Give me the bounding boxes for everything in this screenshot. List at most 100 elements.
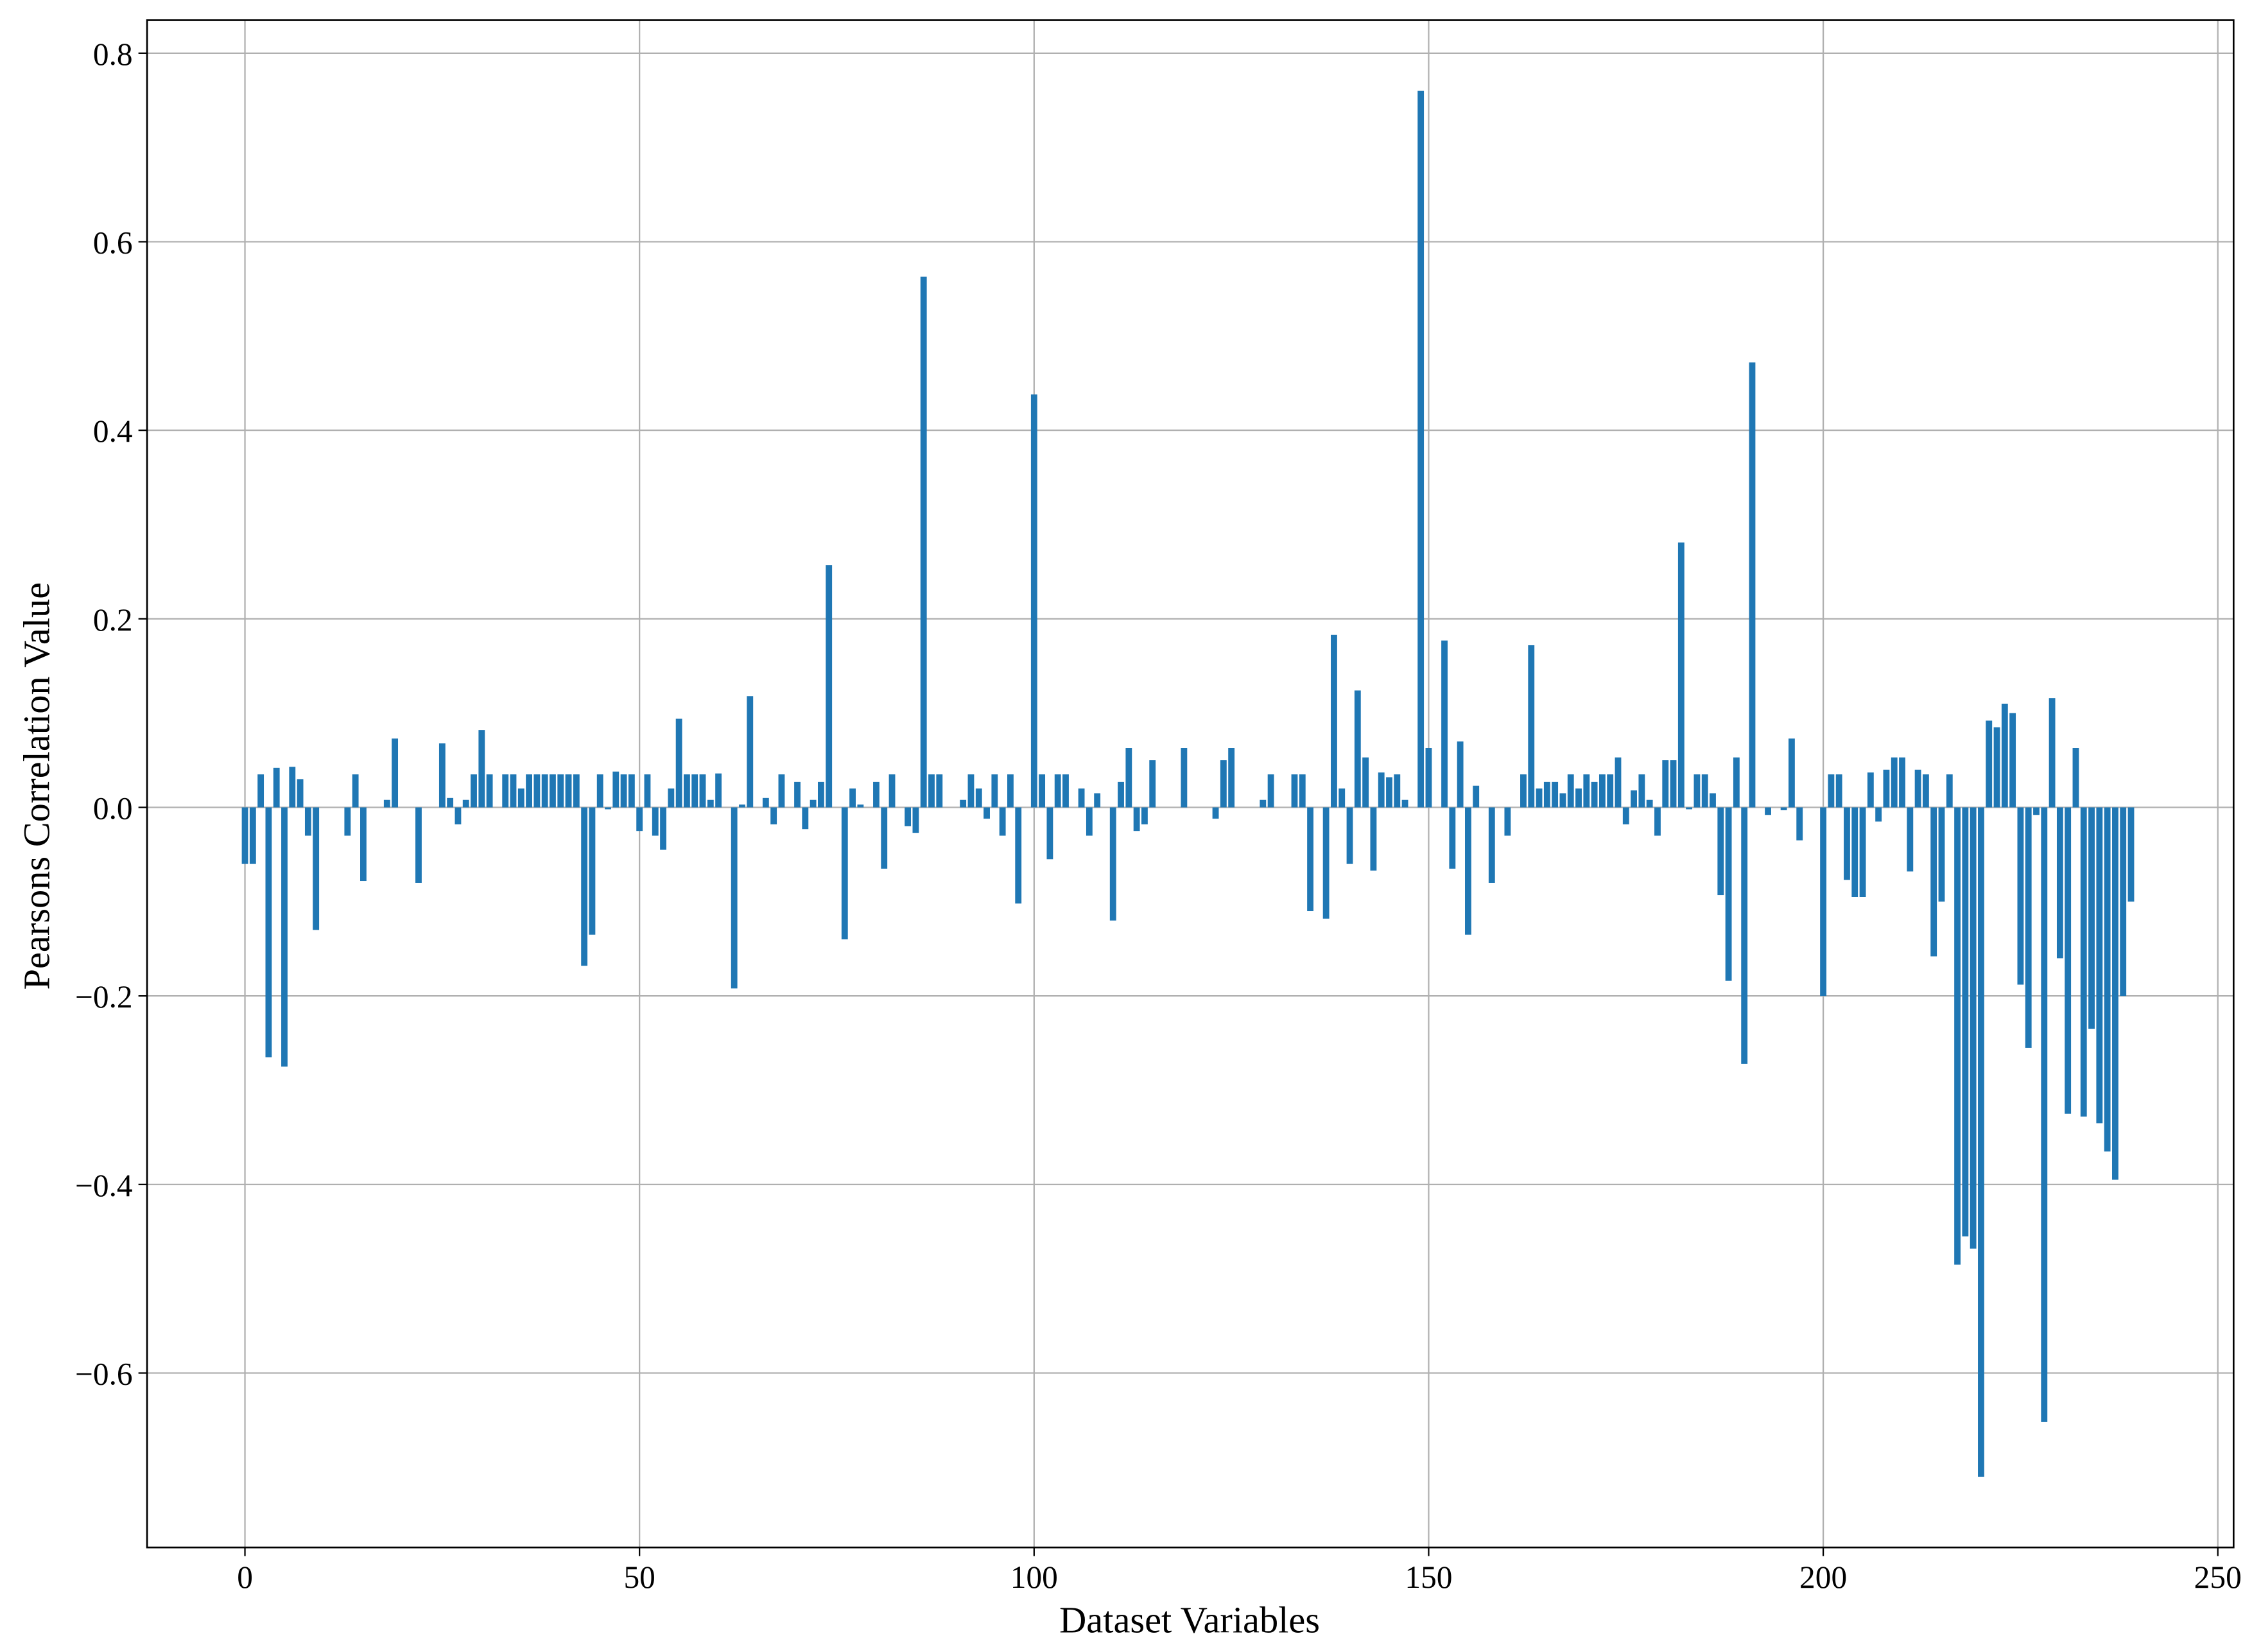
bar xyxy=(1559,793,1566,808)
bar xyxy=(1789,738,1795,808)
bar xyxy=(289,767,296,808)
bar xyxy=(1378,772,1385,808)
bar xyxy=(1993,727,2000,808)
bar xyxy=(928,774,935,808)
bar xyxy=(1338,788,1346,808)
bar xyxy=(2072,748,2079,808)
bar xyxy=(1331,634,1337,808)
bar xyxy=(257,774,264,808)
bar xyxy=(888,774,896,808)
bar xyxy=(1828,774,1835,808)
bar xyxy=(1875,807,1882,822)
bar xyxy=(281,807,288,1067)
bar xyxy=(2001,703,2008,808)
bar xyxy=(392,738,399,808)
bar xyxy=(573,774,580,808)
x-tick-label: 100 xyxy=(1010,1560,1058,1595)
bar xyxy=(589,807,596,935)
y-tick-label: 0.4 xyxy=(93,413,133,449)
x-tick-label: 0 xyxy=(237,1560,253,1595)
bar xyxy=(471,774,477,808)
bar xyxy=(1946,774,1953,808)
x-axis-label: Dataset Variables xyxy=(1059,1599,1320,1641)
bar xyxy=(2017,807,2024,985)
bar xyxy=(770,807,777,824)
bar xyxy=(1354,690,1361,808)
bar xyxy=(810,799,817,808)
bar xyxy=(1220,760,1227,808)
bar xyxy=(2096,807,2103,1124)
bar xyxy=(936,774,943,808)
bar xyxy=(1299,774,1306,808)
bar xyxy=(502,774,509,808)
bar xyxy=(1694,774,1701,808)
bar xyxy=(1859,807,1866,897)
bar xyxy=(826,565,833,808)
x-tick-label: 250 xyxy=(2194,1560,2242,1595)
bar xyxy=(486,774,493,808)
bar xyxy=(2065,807,2072,1114)
bar xyxy=(1922,774,1929,808)
bar xyxy=(794,781,801,808)
bar xyxy=(1386,777,1392,808)
bar xyxy=(462,799,469,808)
bar xyxy=(715,773,722,808)
bar xyxy=(541,774,548,808)
bar xyxy=(1543,781,1550,808)
bar xyxy=(620,774,627,808)
y-tick-label: −0.6 xyxy=(75,1356,133,1391)
bar xyxy=(905,807,912,826)
y-tick-label: 0.6 xyxy=(93,225,133,260)
bar xyxy=(2127,807,2135,902)
bar xyxy=(1007,774,1014,808)
bar xyxy=(1677,542,1685,808)
bar xyxy=(415,807,422,883)
bar xyxy=(1686,807,1693,810)
bar xyxy=(596,774,603,808)
bar xyxy=(297,779,304,808)
bar xyxy=(304,807,311,836)
bar xyxy=(1883,769,1890,808)
bar xyxy=(1125,748,1132,808)
y-tick-label: 0.2 xyxy=(93,602,133,638)
bar xyxy=(1907,807,1914,872)
y-tick-label: 0.8 xyxy=(93,37,133,72)
bar xyxy=(1228,748,1235,808)
bar xyxy=(1504,807,1511,836)
bar xyxy=(912,807,919,833)
bar xyxy=(1141,807,1148,824)
bar xyxy=(1536,788,1543,808)
bar xyxy=(2049,698,2056,808)
bar xyxy=(1662,760,1669,808)
bar xyxy=(550,774,556,808)
bar xyxy=(1930,807,1937,957)
plot-frame xyxy=(146,19,2235,1549)
bar xyxy=(1970,807,1977,1249)
bar xyxy=(526,774,532,808)
bar xyxy=(1765,807,1771,815)
bar xyxy=(699,774,706,808)
bar xyxy=(920,276,927,808)
bar xyxy=(817,781,824,808)
bar xyxy=(2041,807,2048,1422)
bar xyxy=(438,743,446,808)
bar xyxy=(1417,91,1425,808)
bar xyxy=(1362,757,1369,808)
bar xyxy=(1528,645,1535,808)
bar xyxy=(1954,807,1961,1265)
bar xyxy=(352,774,359,808)
bar xyxy=(1465,807,1471,935)
bar xyxy=(241,807,248,864)
bar xyxy=(967,774,975,808)
bar xyxy=(1710,793,1716,808)
bar xyxy=(1062,774,1069,808)
bar xyxy=(1449,807,1456,869)
bar xyxy=(1094,793,1101,808)
bar xyxy=(1725,807,1732,981)
bar xyxy=(1212,807,1219,819)
bar xyxy=(1346,807,1353,864)
bar xyxy=(2104,807,2111,1152)
bar xyxy=(1891,757,1898,808)
bar xyxy=(2033,807,2040,815)
